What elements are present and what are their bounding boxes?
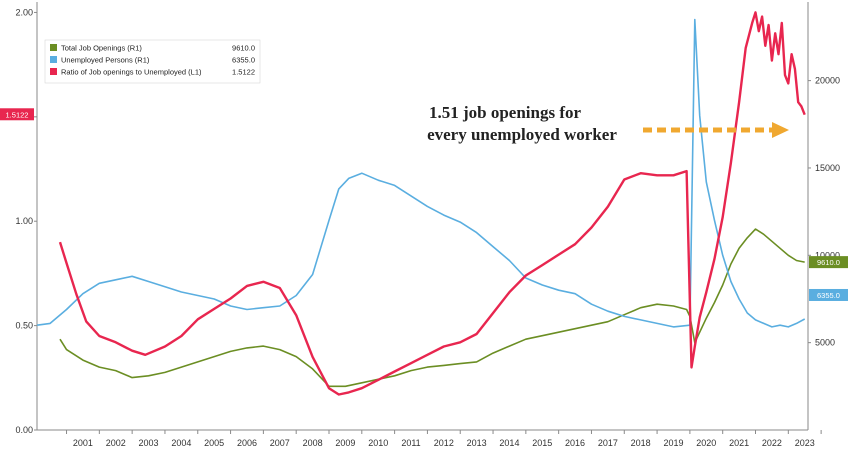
left-tick-label: 2.00 xyxy=(15,7,33,17)
x-tick-label: 2015 xyxy=(532,438,552,448)
legend-label: Total Job Openings (R1) xyxy=(61,44,142,53)
x-tick-label: 2008 xyxy=(303,438,323,448)
x-tick-label: 2016 xyxy=(565,438,585,448)
left-tick-label: 0.00 xyxy=(15,425,33,435)
annotation-arrow-head xyxy=(772,122,789,138)
left-tick-label: 0.50 xyxy=(15,321,33,331)
x-tick-label: 2009 xyxy=(335,438,355,448)
right-tick-label: 5000 xyxy=(815,338,835,348)
legend: Total Job Openings (R1) 9610.0 Unemployed … xyxy=(44,39,261,84)
value-badge-label: 9610.0 xyxy=(817,258,840,267)
annotation: 1.51 job openings for every unemployed wo… xyxy=(427,103,789,144)
x-tick-label: 2020 xyxy=(696,438,716,448)
value-badge xyxy=(809,288,848,301)
right-axis-ticks: 5000 10000 15000 20000 xyxy=(808,76,840,348)
x-tick-label: 2021 xyxy=(729,438,749,448)
value-badge-label: 6355.0 xyxy=(817,291,840,300)
legend-swatch xyxy=(50,56,57,63)
x-tick-label: 2019 xyxy=(663,438,683,448)
legend-value: 1.5122 xyxy=(232,68,255,77)
legend-box xyxy=(44,39,261,84)
series-line-total-job-openings xyxy=(59,228,805,388)
x-tick-label: 2003 xyxy=(139,438,159,448)
legend-label: Ratio of Job openings to Unemployed (L1) xyxy=(61,68,202,77)
x-tick-label: 2011 xyxy=(401,438,420,448)
series-line-ratio-of-job-openings-to-unemployed xyxy=(58,11,806,396)
legend-value: 6355.0 xyxy=(232,56,255,65)
x-tick-label: 2013 xyxy=(467,438,487,448)
x-axis-ticks: 2001 2002 2003 2004 2005 2006 2007 2008 2009 2010… xyxy=(66,430,822,448)
legend-swatch xyxy=(50,44,57,51)
right-tick-label: 10000 xyxy=(815,250,840,260)
x-tick-label: 2006 xyxy=(237,438,257,448)
right-tick-label: 20000 xyxy=(815,76,840,86)
x-tick-label: 2010 xyxy=(368,438,388,448)
x-tick-label: 2014 xyxy=(499,438,519,448)
value-badge xyxy=(809,256,848,269)
x-tick-label: 2022 xyxy=(762,438,782,448)
legend-swatch xyxy=(50,68,57,75)
x-tick-label: 2007 xyxy=(270,438,290,448)
right-tick-label: 15000 xyxy=(815,163,840,173)
value-badge xyxy=(0,108,34,121)
value-badges: 1.5122 9610.0 6355.0 xyxy=(0,108,848,301)
series-layer xyxy=(36,11,806,396)
value-badge-label: 1.5122 xyxy=(6,110,29,119)
legend-value: 9610.0 xyxy=(232,44,255,53)
x-tick-label: 2004 xyxy=(171,438,191,448)
series-line-unemployed-persons xyxy=(36,18,806,328)
x-tick-label: 2002 xyxy=(106,438,126,448)
legend-label: Unemployed Persons (R1) xyxy=(61,56,150,65)
x-tick-label: 2018 xyxy=(631,438,651,448)
x-tick-label: 2001 xyxy=(73,438,93,448)
x-tick-label: 2012 xyxy=(434,438,454,448)
x-tick-label: 2017 xyxy=(598,438,618,448)
x-tick-label: 2023 xyxy=(795,438,815,448)
annotation-line-1: 1.51 job openings for xyxy=(429,103,582,122)
x-tick-label: 2005 xyxy=(204,438,224,448)
left-tick-label: 1.00 xyxy=(15,216,33,226)
annotation-line-2: every unemployed worker xyxy=(427,125,617,144)
